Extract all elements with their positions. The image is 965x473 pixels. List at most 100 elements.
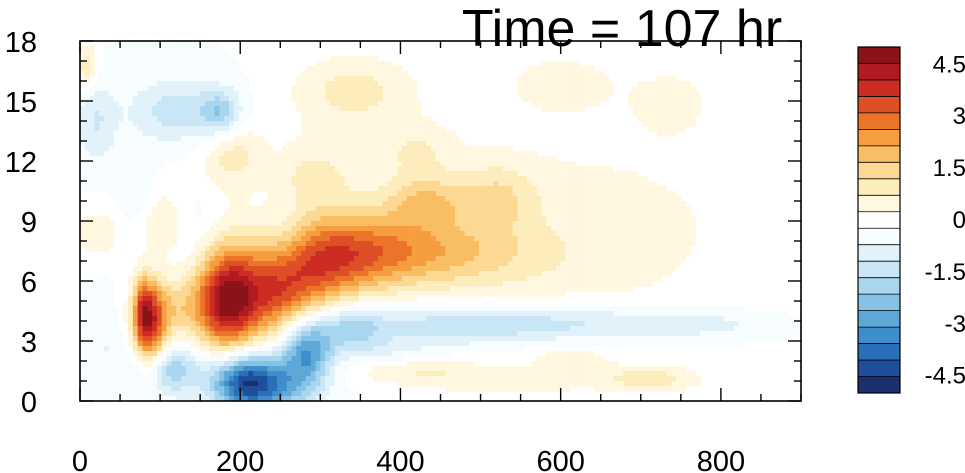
field-cell	[392, 126, 398, 132]
field-cell	[142, 81, 148, 87]
field-cell	[661, 216, 668, 222]
field-cell	[329, 296, 336, 302]
field-cell	[123, 61, 129, 67]
field-cell	[608, 266, 615, 272]
field-cell	[339, 266, 345, 272]
field-cell	[108, 71, 115, 77]
field-cell	[267, 291, 273, 297]
field-cell	[272, 246, 278, 252]
field-cell	[531, 156, 538, 162]
field-cell	[488, 166, 494, 172]
field-cell	[421, 226, 427, 232]
field-cell	[397, 186, 403, 192]
field-cell	[642, 116, 648, 122]
field-cell	[315, 296, 321, 302]
field-cell	[89, 91, 96, 97]
field-cell	[200, 291, 206, 297]
field-cell	[344, 261, 350, 267]
field-cell	[450, 276, 456, 282]
field-cell	[209, 256, 216, 262]
field-cell	[661, 206, 668, 212]
field-cell	[546, 221, 552, 227]
field-cell	[483, 286, 490, 292]
field-cell	[378, 146, 384, 152]
field-cell	[89, 56, 96, 62]
field-cell	[320, 176, 326, 182]
field-cell	[522, 226, 528, 232]
field-cell	[190, 261, 196, 267]
field-cell	[541, 106, 547, 112]
field-cell	[676, 246, 682, 252]
field-cell	[84, 171, 91, 177]
field-cell	[113, 56, 120, 62]
field-cell	[392, 131, 398, 137]
field-cell	[440, 126, 446, 132]
field-cell	[579, 226, 586, 232]
field-cell	[161, 226, 168, 232]
field-cell	[296, 191, 302, 197]
field-cell	[416, 206, 422, 212]
field-cell	[435, 166, 442, 172]
field-cell	[152, 51, 158, 57]
field-cell	[555, 161, 562, 167]
field-cell	[200, 311, 206, 317]
field-cell	[632, 211, 639, 217]
field-cell	[387, 146, 394, 152]
field-cell	[565, 271, 571, 277]
field-cell	[296, 241, 302, 247]
field-cell	[305, 276, 312, 282]
field-cell	[296, 286, 302, 292]
field-cell	[613, 256, 619, 262]
field-cell	[411, 286, 418, 292]
field-cell	[118, 151, 124, 157]
field-cell	[152, 46, 158, 52]
field-cell	[349, 196, 355, 202]
field-cell	[363, 236, 369, 242]
field-cell	[132, 106, 139, 112]
field-cell	[358, 226, 365, 232]
field-cell	[531, 176, 538, 182]
field-cell	[204, 121, 211, 127]
field-cell	[603, 186, 610, 192]
field-cell	[180, 91, 187, 97]
field-cell	[123, 151, 129, 157]
field-cell	[671, 256, 677, 262]
field-cell	[541, 221, 547, 227]
field-cell	[320, 136, 326, 142]
field-cell	[531, 241, 538, 247]
field-cell	[397, 201, 403, 207]
field-cell	[594, 196, 600, 202]
field-cell	[565, 286, 571, 292]
field-cell	[339, 146, 345, 152]
field-cell	[397, 226, 403, 232]
field-cell	[493, 221, 499, 227]
field-cell	[272, 186, 278, 192]
field-cell	[353, 61, 360, 67]
field-cell	[402, 106, 408, 112]
field-cell	[536, 96, 543, 102]
field-cell	[99, 91, 105, 97]
field-cell	[132, 266, 139, 272]
field-cell	[161, 46, 168, 52]
field-cell	[661, 91, 668, 97]
field-cell	[478, 186, 485, 192]
field-cell	[421, 136, 427, 142]
field-cell	[128, 286, 134, 292]
field-cell	[363, 256, 369, 262]
field-cell	[392, 246, 398, 252]
field-cell	[488, 231, 494, 237]
field-cell	[666, 246, 672, 252]
field-cell	[411, 236, 418, 242]
field-cell	[363, 201, 369, 207]
field-cell	[296, 141, 302, 147]
field-cell	[373, 276, 379, 282]
field-cell	[416, 166, 422, 172]
field-cell	[147, 66, 153, 72]
field-cell	[613, 181, 619, 187]
field-cell	[339, 71, 345, 77]
field-cell	[243, 241, 249, 247]
field-cell	[623, 236, 629, 242]
field-cell	[378, 186, 384, 192]
field-cell	[229, 181, 235, 187]
field-cell	[541, 81, 547, 87]
